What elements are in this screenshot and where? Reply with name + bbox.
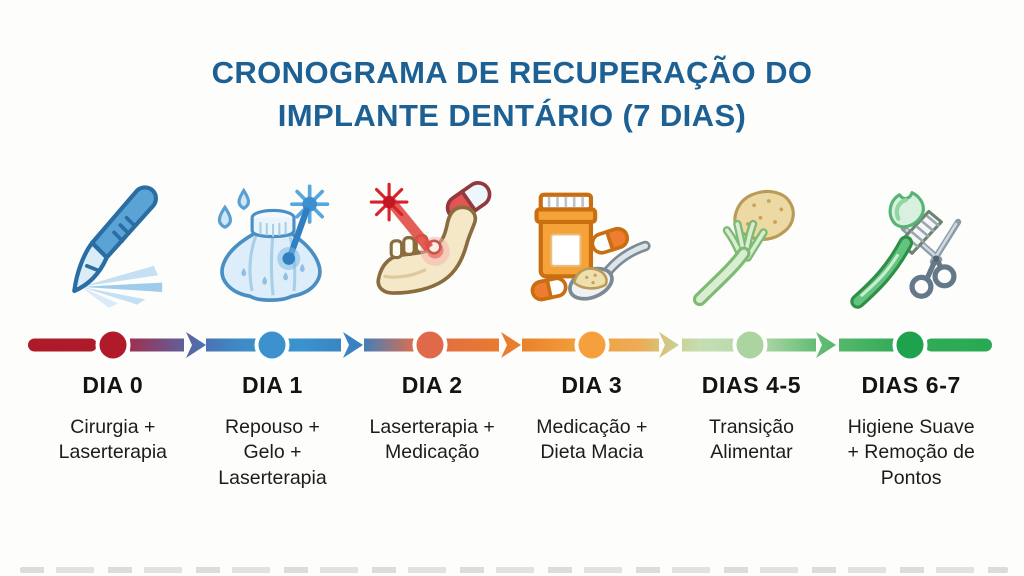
stage-day-title: DIA 0 (82, 372, 144, 398)
timeline-arrowhead (816, 332, 836, 358)
stage-day-title: DIAS 6-7 (861, 372, 961, 398)
page-title-line2: IMPLANTE DENTÁRIO (7 DIAS) (277, 97, 747, 133)
timeline-dot (412, 327, 448, 363)
fork-soft-food-icon (693, 189, 796, 307)
stage-icon-cell (672, 172, 832, 320)
stage-icon-cell (33, 172, 193, 320)
cropped-text-artifact (20, 567, 1008, 573)
stage-description: Repouso + Gelo + Laserterapia (218, 416, 327, 489)
timeline-dot (732, 327, 768, 363)
timeline-dot (892, 327, 928, 363)
stage-description: Medicação + Dieta Macia (536, 416, 648, 464)
stage-label: DIA 0 Cirurgia + Laserterapia (33, 372, 193, 491)
timeline-arrowhead (186, 332, 206, 358)
stage-label: DIAS 4-5 Transição Alimentar (672, 372, 832, 491)
timeline-dot (95, 327, 131, 363)
page-title-line1: CRONOGRAMA DE RECUPERAÇÃO DO (211, 55, 813, 90)
timeline-arrow-bar (28, 332, 992, 358)
timeline-dot (574, 327, 610, 363)
stage-icon-cell (193, 172, 353, 320)
timeline (28, 327, 992, 363)
stage-label: DIA 1 Repouso + Gelo + Laserterapia (193, 372, 353, 491)
stage-description: Higiene Suave + Remoção de Pontos (847, 416, 975, 489)
timeline-arrowhead (659, 332, 679, 358)
timeline-arrowhead (501, 332, 521, 358)
stage-day-title: DIA 1 (242, 372, 303, 398)
timeline-dots (95, 327, 928, 363)
toothbrush-scissors-icon (850, 191, 962, 309)
pill-bottle-spoon-icon (530, 192, 651, 302)
timeline-dot (254, 327, 290, 363)
stage-icon-cell (512, 172, 672, 320)
stage-label: DIA 2 Laserterapia + Medicação (352, 372, 512, 491)
stage-description: Laserterapia + Medicação (369, 416, 495, 464)
ice-pack-laser-icon (218, 184, 330, 302)
page-title: CRONOGRAMA DE RECUPERAÇÃO DO IMPLANTE DE… (0, 52, 1024, 138)
stage-day-title: DIAS 4-5 (701, 372, 802, 398)
timeline-arrowhead (343, 332, 363, 358)
jaw-laser-pill-icon (369, 181, 492, 295)
stage-day-title: DIA 3 (561, 372, 623, 398)
stage-label: DIAS 6-7 Higiene Suave + Remoção de Ponto… (831, 372, 991, 491)
stage-icon-cell (352, 172, 512, 320)
stage-day-title: DIA 2 (401, 372, 463, 398)
scalpel-laser-icon (72, 185, 162, 308)
stage-description: Transição Alimentar (709, 416, 794, 464)
labels-row: DIA 0 Cirurgia + Laserterapia DIA 1 Repouso… (33, 372, 991, 491)
stage-label: DIA 3 Medicação + Dieta Macia (512, 372, 672, 491)
icons-row (33, 172, 991, 320)
stage-description: Cirurgia + Laserterapia (58, 416, 168, 464)
stage-icon-cell (831, 172, 991, 320)
